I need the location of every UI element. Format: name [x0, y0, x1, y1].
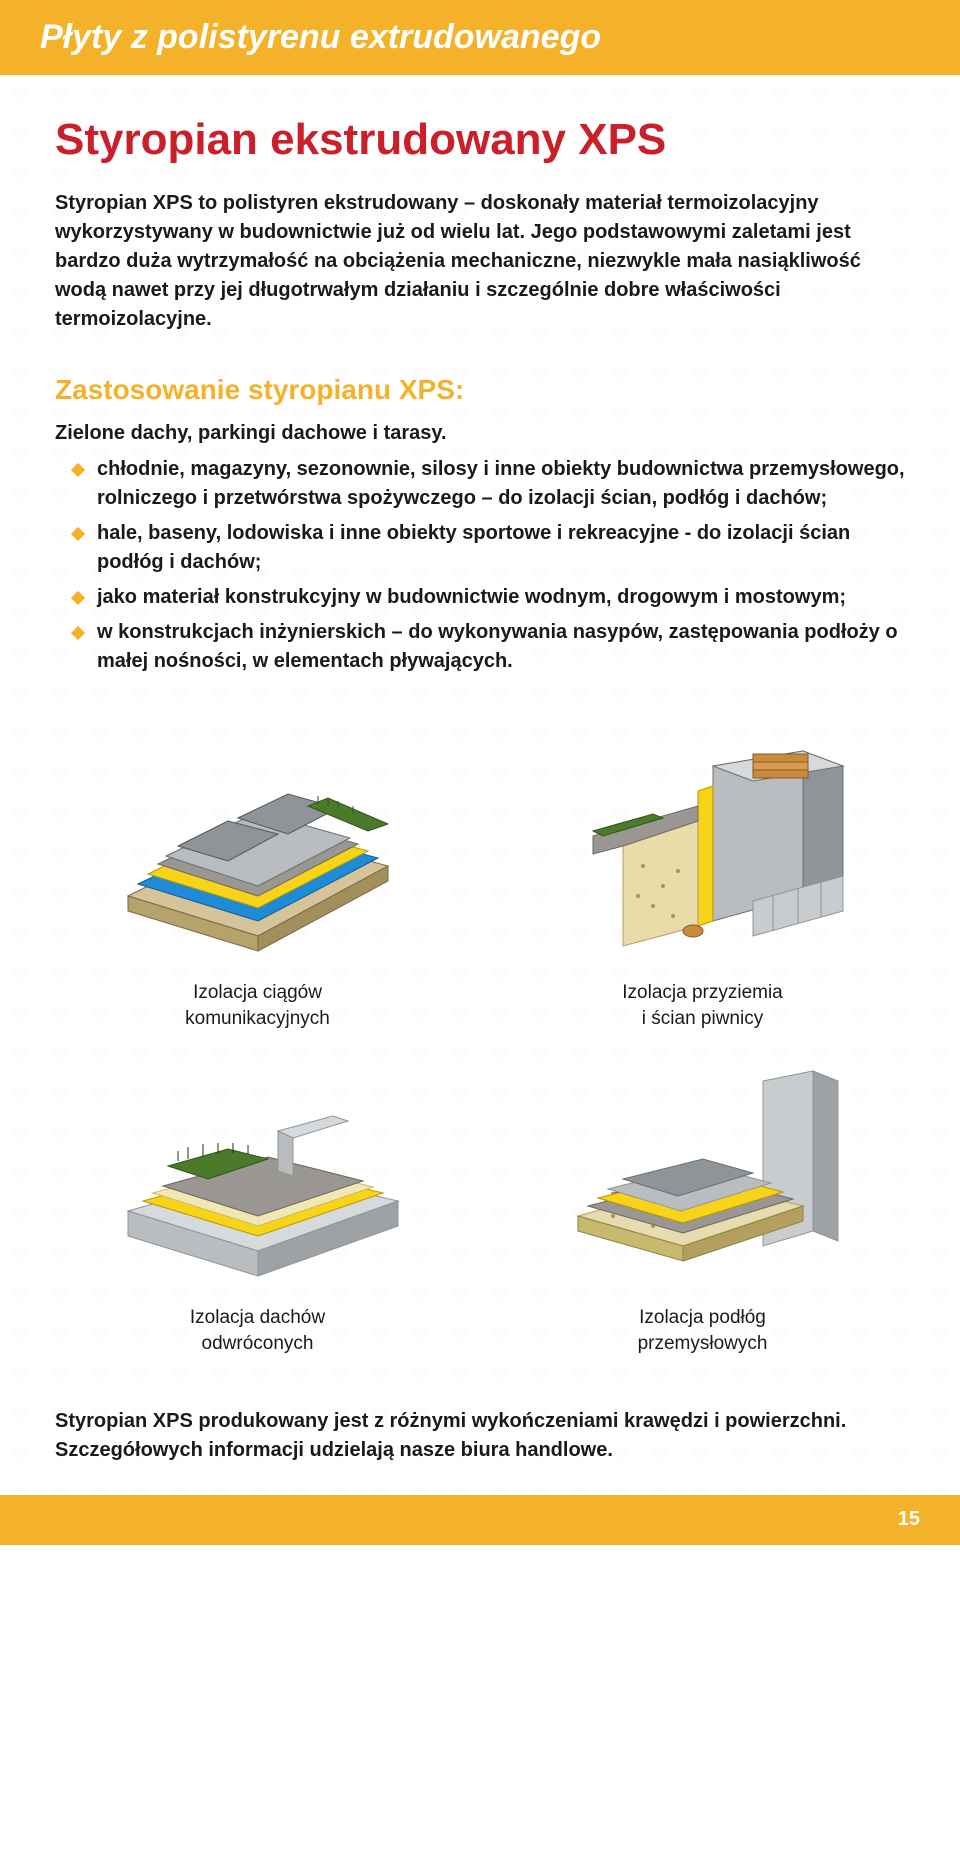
diagram-inverted-roof-icon: [108, 1061, 408, 1291]
footer-band: 15: [0, 1495, 960, 1545]
figure-2: Izolacja przyziemia i ścian piwnicy: [500, 736, 905, 1031]
wood-planks-icon: [753, 754, 808, 778]
figure-3: Izolacja dachów odwróconych: [55, 1061, 460, 1356]
figure-caption: Izolacja dachów odwróconych: [55, 1305, 460, 1356]
bullet-item: jako materiał konstrukcyjny w budownictw…: [79, 583, 905, 612]
diagram-basement-wall-icon: [553, 736, 853, 966]
bullet-item: w konstrukcjach inżynierskich – do wykon…: [79, 618, 905, 676]
diagram-traffic-routes-icon: [108, 736, 408, 966]
section-subhead: Zielone dachy, parkingi dachowe i tarasy…: [55, 422, 905, 445]
header-title: Płyty z polistyrenu extrudowanego: [40, 18, 920, 57]
figure-caption: Izolacja przyziemia i ścian piwnicy: [500, 980, 905, 1031]
figure-4: Izolacja podłóg przemysłowych: [500, 1061, 905, 1356]
main-title: Styropian ekstrudowany XPS: [55, 115, 905, 165]
diagram-industrial-floor-icon: [553, 1061, 853, 1291]
page-number: 15: [898, 1508, 920, 1531]
figure-caption: Izolacja podłóg przemysłowych: [500, 1305, 905, 1356]
bullet-item: chłodnie, magazyny, sezonownie, silosy i…: [79, 455, 905, 513]
intro-paragraph: Styropian XPS to polistyren ekstrudowany…: [55, 189, 905, 334]
bullet-list: chłodnie, magazyny, sezonownie, silosy i…: [55, 455, 905, 676]
figure-1: Izolacja ciągów komunikacyjnych: [55, 736, 460, 1031]
header-band: Płyty z polistyrenu extrudowanego: [0, 0, 960, 75]
figure-caption: Izolacja ciągów komunikacyjnych: [55, 980, 460, 1031]
figure-grid: Izolacja ciągów komunikacyjnych: [55, 736, 905, 1357]
section-title: Zastosowanie styropianu XPS:: [55, 374, 905, 406]
footer-note: Styropian XPS produkowany jest z różnymi…: [55, 1407, 905, 1465]
bullet-item: hale, baseny, lodowiska i inne obiekty s…: [79, 519, 905, 577]
page-content: Styropian ekstrudowany XPS Styropian XPS…: [0, 75, 960, 1495]
